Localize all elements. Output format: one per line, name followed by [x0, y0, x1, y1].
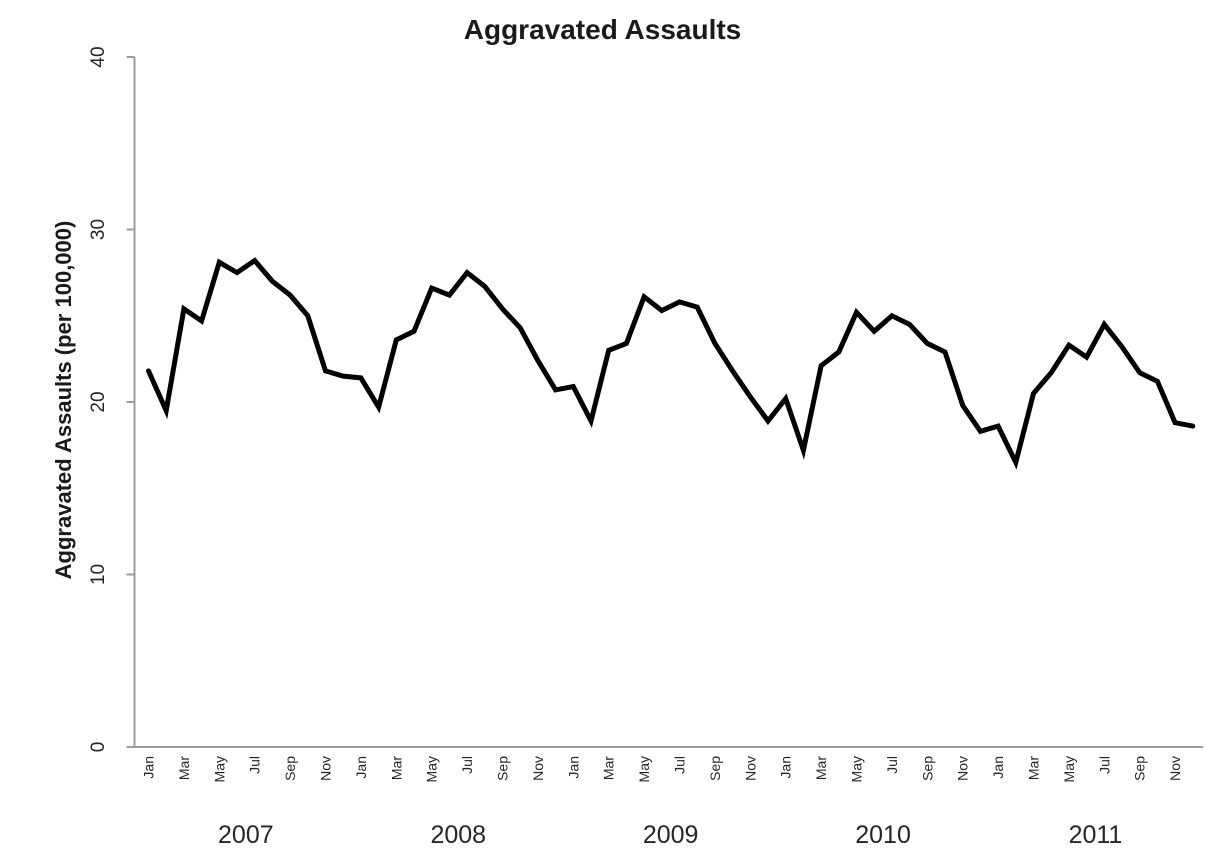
x-month-label: Jul	[1096, 756, 1112, 774]
x-month-label: Mar	[813, 756, 829, 780]
x-month-label: Mar	[388, 756, 404, 780]
x-year-label: 2009	[643, 821, 699, 849]
x-month-label: Jan	[778, 756, 794, 779]
x-month-label: Jul	[884, 756, 900, 774]
x-month-label: Nov	[530, 756, 546, 781]
x-month-label: May	[849, 756, 865, 782]
x-month-label: Jan	[141, 756, 157, 779]
x-month-label: Jul	[672, 756, 688, 774]
x-month-label: Nov	[742, 756, 758, 781]
x-month-label: Sep	[495, 756, 511, 781]
chart-title: Aggravated Assaults	[463, 14, 742, 45]
y-tick-label: 10	[88, 564, 109, 585]
x-year-label: 2008	[430, 821, 486, 849]
x-year-label: 2010	[855, 821, 911, 849]
x-month-label: Jul	[459, 756, 475, 774]
y-tick-label: 20	[88, 391, 109, 412]
assaults-line-series	[146, 257, 1196, 470]
y-tick-label: 0	[88, 742, 109, 753]
y-tick-label: 30	[88, 219, 109, 240]
x-year-label: 2007	[218, 821, 274, 849]
x-month-label: Mar	[1026, 756, 1042, 780]
x-month-label: Jan	[990, 756, 1006, 779]
x-month-label: Sep	[1132, 756, 1148, 781]
x-month-label: May	[424, 756, 440, 782]
x-month-label: Sep	[919, 756, 935, 781]
y-tick-label: 40	[88, 46, 109, 67]
x-month-label: Nov	[318, 756, 334, 781]
x-month-label: May	[1061, 756, 1077, 782]
x-month-label: Mar	[601, 756, 617, 780]
x-month-label: Sep	[707, 756, 723, 781]
x-month-label: Jul	[247, 756, 263, 774]
x-month-label: Nov	[955, 756, 971, 781]
x-month-label: Nov	[1167, 756, 1183, 781]
x-month-label: Jan	[353, 756, 369, 779]
x-year-label: 2011	[1069, 821, 1123, 849]
x-month-label: Mar	[176, 756, 192, 780]
x-month-label: Sep	[282, 756, 298, 781]
x-month-label: Jan	[565, 756, 581, 779]
x-month-label: May	[211, 756, 227, 782]
x-month-label: May	[636, 756, 652, 782]
